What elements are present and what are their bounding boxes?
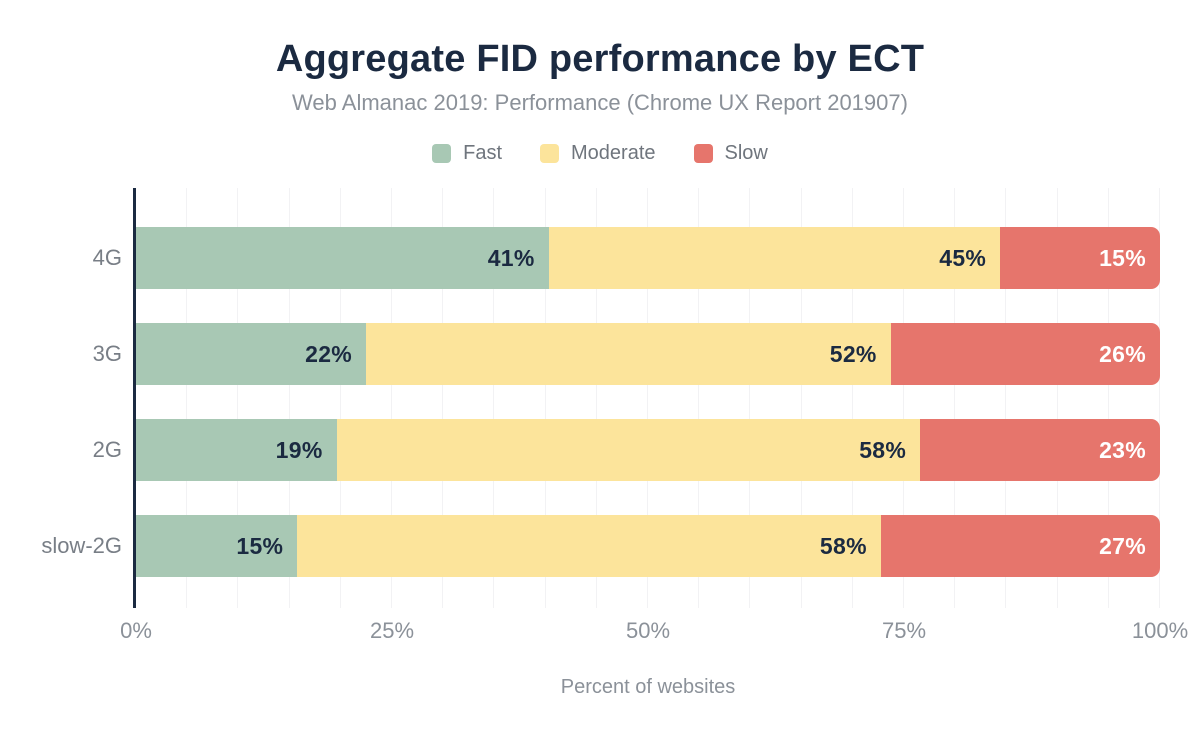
bar-segment-moderate: 52% xyxy=(366,323,891,385)
bar-segment-fast: 22% xyxy=(136,323,367,385)
category-label-3g: 3G xyxy=(92,341,122,366)
gridline xyxy=(1107,188,1109,608)
gridline xyxy=(544,188,546,608)
category-label-4g: 4G xyxy=(92,245,122,270)
bar-row-4g: 41% 45% 15% xyxy=(136,227,1161,289)
category-label-slow-2g: slow-2G xyxy=(41,533,122,558)
gridline xyxy=(288,188,290,608)
chart-subtitle: Web Almanac 2019: Performance (Chrome UX… xyxy=(292,90,908,115)
bar-segment-moderate: 58% xyxy=(297,515,881,577)
gridline xyxy=(1005,188,1007,608)
bar-value-label: 27% xyxy=(1099,532,1146,559)
x-tick-label-50: 50% xyxy=(625,618,671,643)
gridline xyxy=(698,188,700,608)
bar-segment-slow: 15% xyxy=(1000,227,1161,289)
category-label-2g: 2G xyxy=(92,437,122,462)
x-tick-label-25: 25% xyxy=(369,618,415,643)
x-tick-label-75: 75% xyxy=(881,618,927,643)
gridline xyxy=(186,188,188,608)
gridline xyxy=(851,188,853,608)
gridline xyxy=(647,188,648,608)
plot-area: 41% 45% 15% 22% 52% 26% 19% 58% 23% 15% 58% 27% 0% 25… xyxy=(120,188,1188,643)
legend-item-fast: Fast xyxy=(432,142,502,165)
chart-title: Aggregate FID performance by ECT xyxy=(275,38,925,80)
gridline xyxy=(1056,188,1058,608)
x-tick-label-100: 100% xyxy=(1131,618,1189,643)
gridline xyxy=(237,188,239,608)
gridline xyxy=(391,188,392,608)
bar-segment-slow: 26% xyxy=(890,323,1160,385)
bar-segment-fast: 41% xyxy=(136,227,549,289)
bar-segment-slow: 23% xyxy=(920,419,1160,481)
bar-value-label: 22% xyxy=(305,340,353,367)
bar-value-label: 52% xyxy=(829,340,877,367)
bar-row-2g: 19% 58% 23% xyxy=(136,419,1160,481)
y-axis-line xyxy=(133,188,136,608)
x-tick-label-0: 0% xyxy=(120,618,152,643)
bar-value-label: 58% xyxy=(859,436,907,463)
bar-value-label: 58% xyxy=(819,532,867,559)
gridline xyxy=(903,188,904,608)
bar-segment-slow: 27% xyxy=(880,515,1160,577)
bar-row-slow-2g: 15% 58% 27% xyxy=(136,515,1160,577)
bar-value-label: 23% xyxy=(1099,436,1146,463)
legend-label: Moderate xyxy=(571,142,656,164)
bar-value-label: 15% xyxy=(236,532,284,559)
bar-value-label: 45% xyxy=(939,244,987,271)
legend-swatch-moderate xyxy=(540,144,560,163)
gridline xyxy=(1159,188,1160,608)
gridline xyxy=(442,188,444,608)
gridline xyxy=(749,188,751,608)
gridline xyxy=(954,188,956,608)
legend-label: Fast xyxy=(463,142,503,164)
gridline xyxy=(595,188,597,608)
bar-value-label: 41% xyxy=(487,244,535,271)
bar-segment-fast: 15% xyxy=(136,515,298,577)
bar-value-label: 26% xyxy=(1099,340,1146,367)
bar-row-3g: 22% 52% 26% xyxy=(136,323,1160,385)
legend-swatch-fast xyxy=(432,144,452,163)
legend: Fast Moderate Slow xyxy=(0,142,1200,165)
legend-item-slow: Slow xyxy=(693,142,768,165)
bar-segment-moderate: 45% xyxy=(548,227,1001,289)
gridline xyxy=(339,188,341,608)
bar-value-label: 19% xyxy=(275,436,323,463)
legend-swatch-slow xyxy=(693,144,713,163)
gridline xyxy=(493,188,495,608)
legend-item-moderate: Moderate xyxy=(540,142,656,165)
legend-label: Slow xyxy=(724,142,768,164)
bar-value-label: 15% xyxy=(1099,244,1147,271)
bar-segment-fast: 19% xyxy=(136,419,337,481)
x-axis-label: Percent of websites xyxy=(560,676,736,698)
gridline xyxy=(800,188,802,608)
bar-segment-moderate: 58% xyxy=(336,419,921,481)
